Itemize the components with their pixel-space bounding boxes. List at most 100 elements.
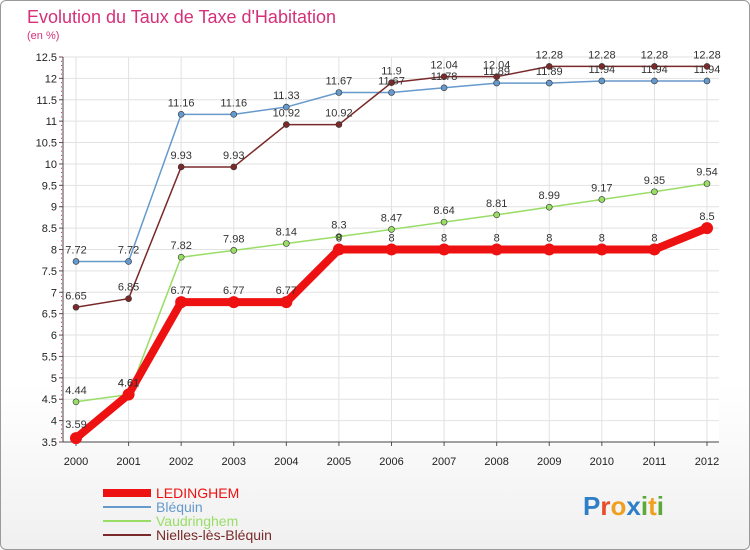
data-label: 4.61: [118, 378, 139, 390]
y-minor-tick: [61, 283, 62, 285]
data-point: [230, 247, 238, 254]
y-minor-tick: [61, 159, 62, 161]
data-point: [332, 243, 345, 256]
y-minor-tick: [61, 287, 62, 289]
y-minor-tick: [61, 343, 62, 345]
y-minor-tick: [61, 411, 62, 413]
y-minor-tick: [61, 154, 62, 156]
data-point: [438, 243, 451, 256]
data-point: [177, 111, 185, 118]
logo-letter: x: [626, 491, 641, 521]
y-minor-tick: [61, 428, 62, 430]
data-point: [125, 295, 132, 302]
y-minor-tick: [61, 219, 62, 221]
y-minor-tick: [61, 351, 62, 353]
data-label: 6.77: [223, 285, 244, 297]
data-point: [230, 163, 238, 171]
y-minor-tick: [61, 420, 62, 422]
y-minor-tick: [61, 227, 62, 229]
y-minor-tick: [61, 330, 62, 332]
data-point: [545, 203, 553, 211]
x-tick-label: 2000: [64, 456, 88, 468]
data-label: 8.99: [539, 190, 560, 202]
logo-letter: r: [600, 491, 611, 521]
logo-letter: P: [583, 491, 601, 521]
data-point: [125, 258, 132, 265]
data-label: 8.47: [381, 212, 402, 224]
y-tick-label: 7.5: [42, 266, 57, 278]
y-minor-tick: [61, 385, 62, 387]
y-tick-label: 9.5: [42, 180, 57, 192]
y-tick-label: 12.5: [36, 52, 57, 64]
y-minor-tick: [61, 415, 62, 417]
y-minor-tick: [61, 172, 62, 173]
y-minor-tick: [61, 377, 62, 379]
y-tick-label: 3.5: [42, 437, 57, 449]
y-minor-tick: [61, 206, 62, 208]
data-label: 12.04: [483, 60, 511, 72]
y-minor-tick: [61, 69, 62, 71]
y-minor-tick: [61, 381, 62, 383]
y-tick-label: 5: [51, 373, 57, 385]
y-minor-tick: [61, 65, 62, 67]
data-point: [545, 63, 553, 70]
data-label: 8: [599, 233, 605, 245]
data-label: 8: [494, 233, 500, 245]
data-label: 9.17: [591, 182, 612, 194]
y-minor-tick: [61, 300, 62, 302]
data-label: 10.92: [273, 108, 301, 120]
y-minor-tick: [61, 214, 62, 216]
y-minor-tick: [61, 437, 62, 439]
data-point: [703, 63, 711, 70]
y-minor-tick: [61, 116, 62, 118]
x-tick-label: 2010: [590, 456, 614, 468]
y-minor-tick: [61, 432, 62, 434]
x-tick-label: 2006: [379, 456, 403, 468]
y-minor-tick: [61, 107, 62, 109]
y-minor-tick: [61, 189, 62, 191]
data-label: 9.54: [696, 167, 717, 179]
y-minor-tick: [61, 231, 62, 233]
proxiti-logo: Proxiti: [583, 491, 664, 522]
y-minor-tick: [61, 355, 62, 357]
x-tick-label: 2008: [484, 456, 508, 468]
data-point: [598, 63, 606, 70]
chart-unit-label: (en %): [27, 30, 60, 42]
data-point: [335, 121, 343, 128]
legend-label: Vaudringhem: [156, 513, 238, 529]
y-minor-tick: [61, 142, 62, 144]
data-point: [388, 226, 395, 233]
x-tick-label: 2005: [327, 456, 351, 468]
data-point: [490, 243, 503, 256]
y-minor-tick: [61, 124, 62, 126]
y-minor-tick: [61, 103, 62, 105]
data-label: 4.44: [65, 385, 86, 397]
y-minor-tick: [61, 180, 62, 182]
data-point: [283, 121, 290, 128]
data-point: [440, 218, 448, 226]
y-minor-tick: [61, 86, 62, 88]
y-minor-tick: [61, 261, 62, 263]
data-point: [122, 388, 135, 401]
x-tick-label: 2004: [274, 456, 298, 468]
y-minor-tick: [61, 334, 62, 336]
data-label: 11.94: [694, 64, 721, 76]
y-minor-tick: [61, 137, 62, 139]
y-minor-tick: [61, 77, 62, 79]
legend-label: Bléquin: [156, 499, 203, 515]
data-label: 8: [441, 233, 447, 245]
data-label: 8.5: [699, 211, 714, 223]
logo-letter: i: [640, 491, 649, 521]
y-tick-label: 11: [46, 116, 57, 128]
y-minor-tick: [61, 99, 62, 101]
y-minor-tick: [61, 321, 62, 323]
data-label: 8: [546, 233, 552, 245]
data-label: 11.89: [536, 66, 563, 78]
x-tick-label: 2012: [695, 456, 719, 468]
y-minor-tick: [61, 210, 62, 212]
data-point: [70, 432, 82, 445]
data-label: 8.64: [433, 205, 454, 217]
y-minor-tick: [61, 163, 62, 165]
y-minor-tick: [61, 82, 62, 84]
y-minor-tick: [61, 146, 62, 148]
